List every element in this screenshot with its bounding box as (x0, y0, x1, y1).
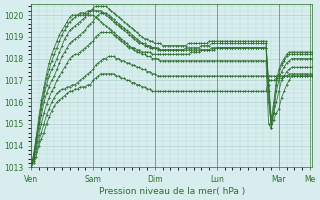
X-axis label: Pression niveau de la mer( hPa ): Pression niveau de la mer( hPa ) (99, 187, 245, 196)
